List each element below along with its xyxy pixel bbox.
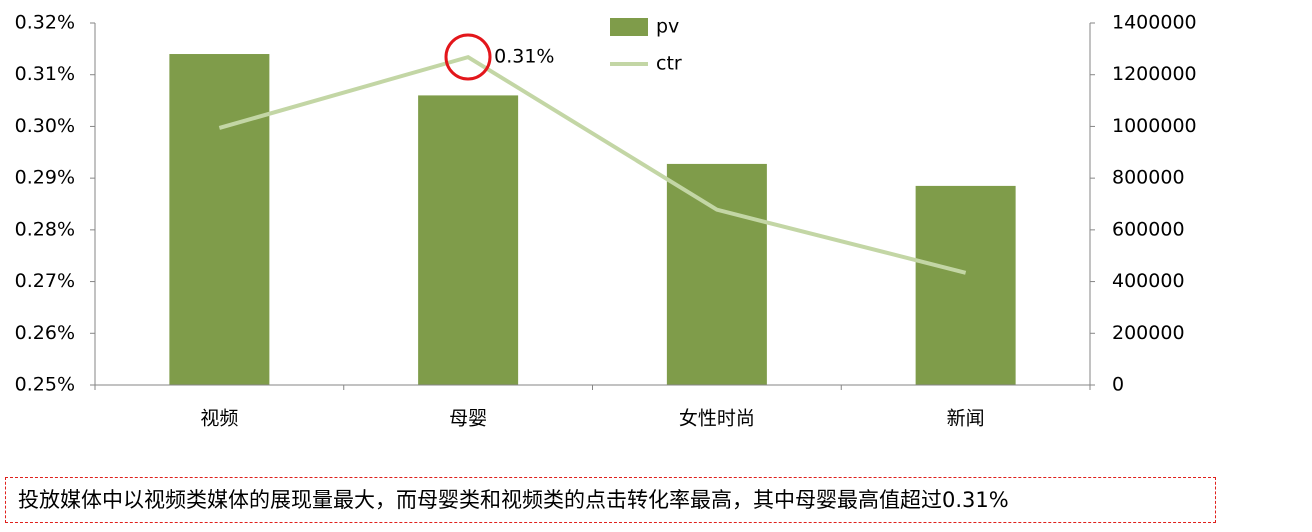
data-label: 0.31% (494, 46, 554, 68)
y-tick-label: 0.32% (15, 12, 75, 34)
line (218, 54, 967, 275)
bar (169, 54, 270, 386)
x-tick-label: 女性时尚 (679, 408, 755, 430)
y-tick-label: 0.27% (15, 270, 75, 292)
y-tick-label: 0.28% (15, 218, 75, 240)
y-tick-label: 0.29% (15, 167, 75, 189)
x-tick-label: 视频 (200, 408, 238, 430)
y2-tick-label: 1400000 (1112, 12, 1197, 34)
y2-tick-label: 1200000 (1112, 63, 1197, 85)
y-tick-label: 0.26% (15, 322, 75, 344)
y-tick-label: 0.25% (15, 374, 75, 396)
y-tick-label: 0.31% (15, 63, 75, 85)
caption: 投放媒体中以视频类媒体的展现量最大，而母婴类和视频类的点击转化率最高，其中母婴最… (5, 477, 1216, 523)
y2-tick-label: 600000 (1112, 218, 1185, 240)
highlight-circle (444, 33, 492, 81)
x-tick-label: 母婴 (449, 408, 487, 430)
y2-tick-label: 0 (1112, 374, 1124, 396)
y2-tick-label: 400000 (1112, 270, 1185, 292)
y-tick-label: 0.30% (15, 115, 75, 137)
bar (666, 163, 767, 385)
y2-tick-label: 800000 (1112, 167, 1185, 189)
bar (915, 185, 1016, 385)
bar (418, 95, 519, 386)
legend-label: pv (656, 16, 679, 38)
y2-tick-label: 200000 (1112, 322, 1185, 344)
chart: 0.25% 0.26% 0.27% 0.28% 0.29% 0.30% 0.31% 0.32%… (15, 12, 1197, 430)
legend-label: ctr (656, 53, 682, 75)
y2-tick-label: 1000000 (1112, 115, 1197, 137)
legend-swatch (610, 18, 648, 36)
x-tick-label: 新闻 (947, 408, 985, 430)
